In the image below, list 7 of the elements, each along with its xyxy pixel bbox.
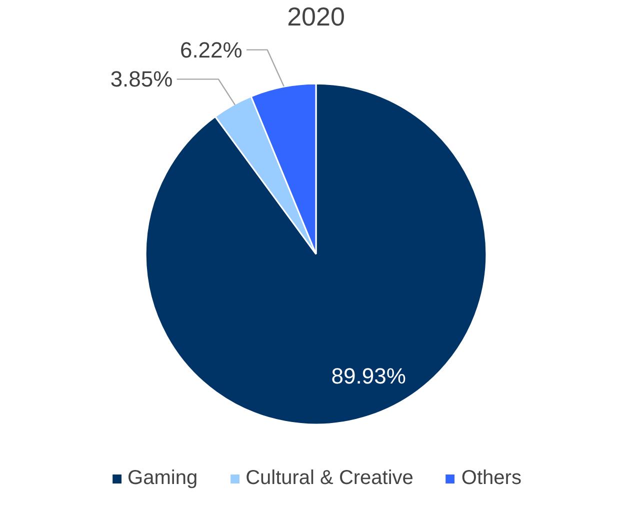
legend-label: Cultural & Creative: [246, 467, 414, 490]
legend-label: Others: [461, 467, 522, 490]
data-label: 89.93%: [331, 364, 406, 389]
chart-title: 2020: [287, 2, 345, 32]
data-label: 3.85%: [110, 66, 173, 92]
legend-label: Gaming: [128, 467, 198, 490]
data-label: 6.22%: [180, 37, 242, 62]
